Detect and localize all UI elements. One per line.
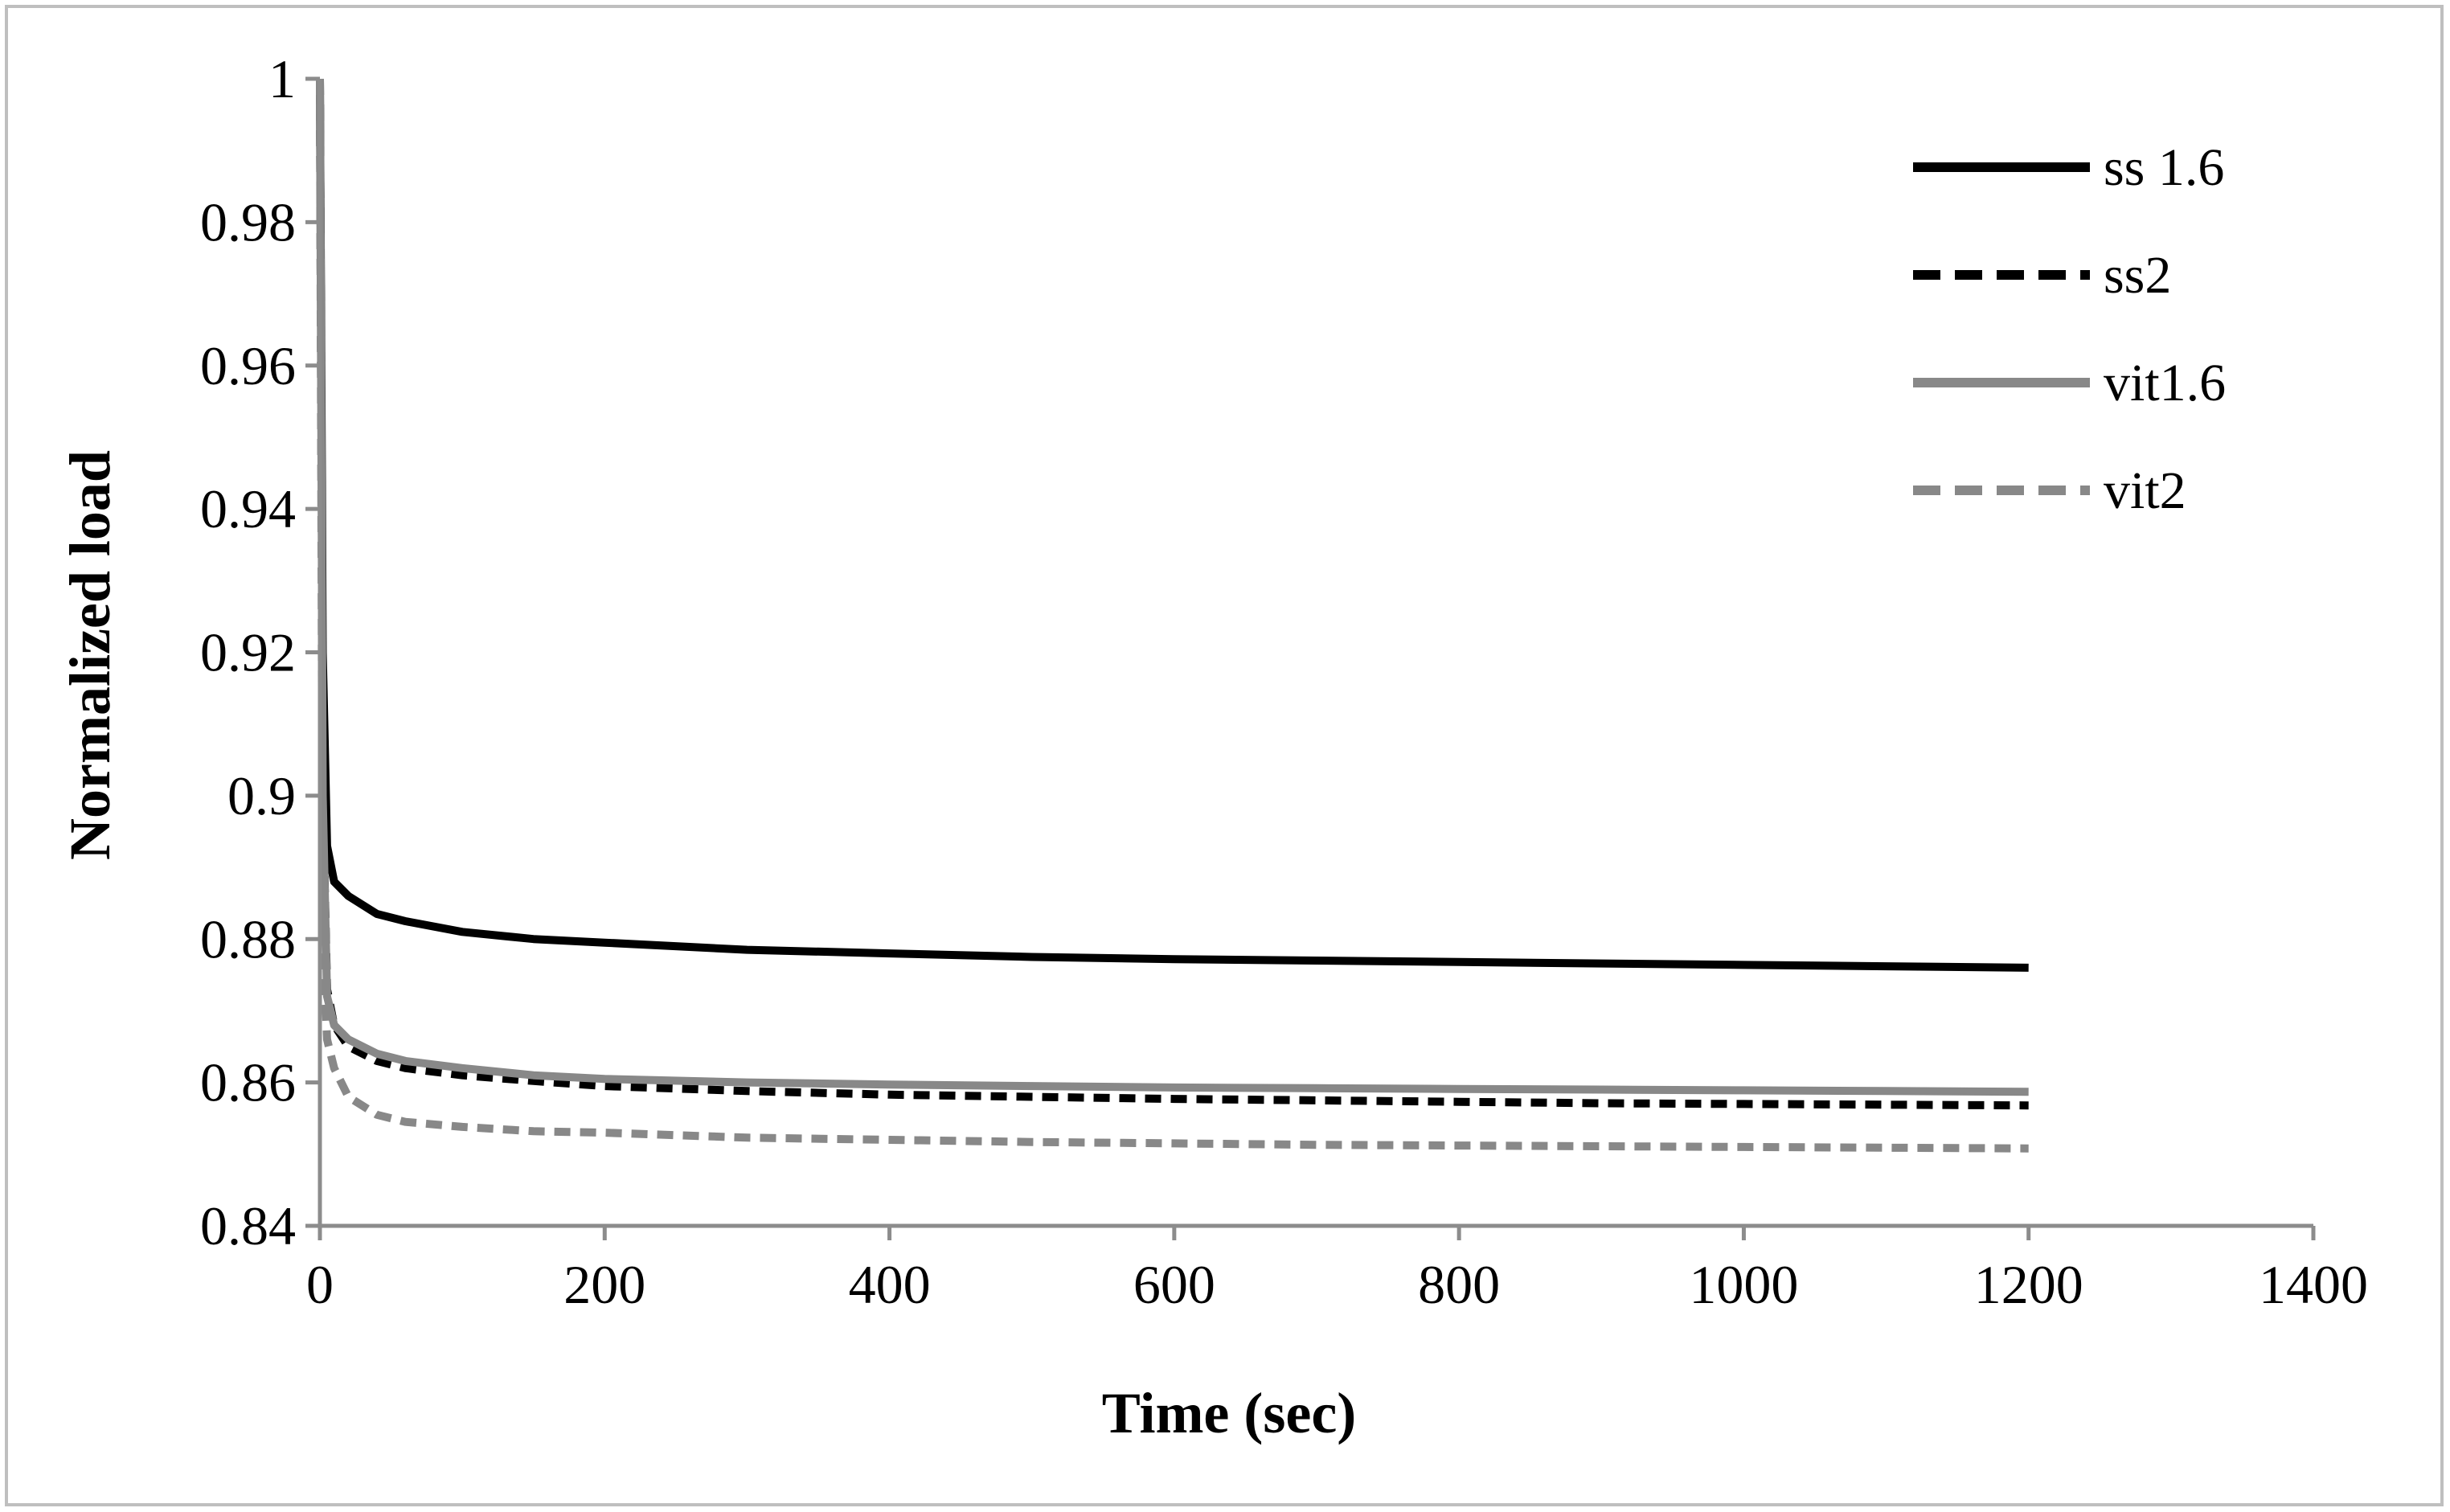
legend-label-1: ss 1.6 xyxy=(2104,138,2224,197)
x-tick-label: 0 xyxy=(306,1254,334,1315)
y-tick-label: 0.98 xyxy=(200,191,296,252)
y-tick-label: 1 xyxy=(268,48,296,109)
chart-border xyxy=(5,5,2444,1506)
legend-label-3: vit1.6 xyxy=(2104,354,2226,412)
x-tick-label: 1000 xyxy=(1689,1254,1798,1315)
x-axis-title: Time (sec) xyxy=(1102,1381,1357,1445)
y-tick-label: 0.96 xyxy=(200,335,296,396)
tick-labels: 0.84 0.86 0.88 0.9 0.92 0.94 0.96 0.98 1 0 200 400 6… xyxy=(200,48,2368,1315)
x-tick-label: 1400 xyxy=(2259,1254,2368,1315)
legend-label-4: vit2 xyxy=(2104,461,2186,520)
y-tick-label: 0.94 xyxy=(200,478,296,539)
x-tick-label: 400 xyxy=(849,1254,931,1315)
y-tick-label: 0.88 xyxy=(200,908,296,969)
y-tick-label: 0.84 xyxy=(200,1195,296,1256)
x-tick-label: 200 xyxy=(563,1254,645,1315)
y-tick-label: 0.92 xyxy=(200,622,296,683)
x-tick-label: 800 xyxy=(1418,1254,1500,1315)
series-line-1 xyxy=(316,78,2029,972)
x-tick-label: 1200 xyxy=(1974,1254,2083,1315)
x-tick-label: 600 xyxy=(1133,1254,1215,1315)
legend-label-2: ss2 xyxy=(2104,246,2171,305)
axes xyxy=(305,76,2316,1240)
plot-area xyxy=(316,78,2029,1153)
legend: ss 1.6 ss2 vit1.6 vit2 xyxy=(1913,138,2226,520)
y-tick-label: 0.9 xyxy=(227,765,296,826)
y-axis-title: Normalized load xyxy=(58,450,122,860)
y-tick-label: 0.86 xyxy=(200,1052,296,1113)
